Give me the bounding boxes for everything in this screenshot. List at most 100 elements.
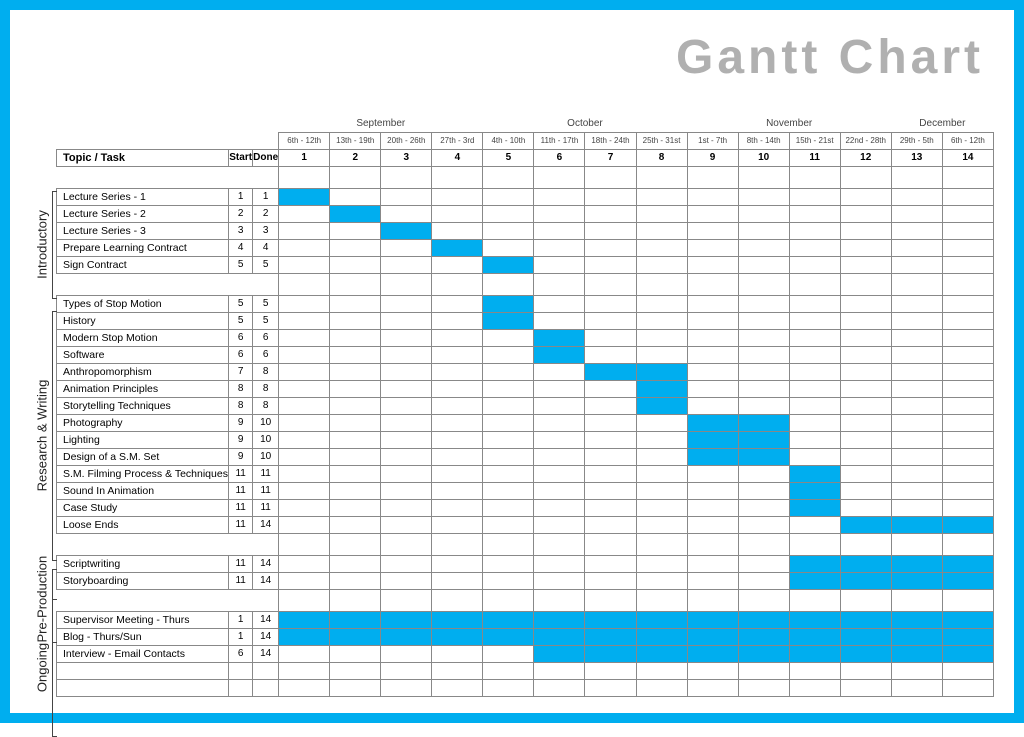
gantt-cell: [942, 312, 993, 329]
task-name: Lecture Series - 1: [57, 188, 229, 205]
empty-cell: [789, 662, 840, 679]
task-row: S.M. Filming Process & Techniques1111: [57, 465, 994, 482]
gantt-cell: [381, 499, 432, 516]
spacer-cell: [585, 273, 636, 295]
gantt-cell: [534, 448, 585, 465]
gantt-cell: [789, 397, 840, 414]
gantt-cell: [942, 188, 993, 205]
spacer-cell: [789, 589, 840, 611]
gantt-cell: [942, 431, 993, 448]
spacer-cell: [891, 166, 942, 188]
gantt-cell: [942, 611, 993, 628]
gantt-cell: [687, 239, 738, 256]
gantt-cell: [279, 414, 330, 431]
empty-cell: [789, 679, 840, 696]
gantt-cell: [687, 431, 738, 448]
gantt-cell: [789, 363, 840, 380]
gantt-cell: [738, 414, 789, 431]
gantt-cell: [432, 448, 483, 465]
gantt-cell: [432, 188, 483, 205]
gantt-cell: [891, 205, 942, 222]
task-name: Lecture Series - 3: [57, 222, 229, 239]
task-done: 1: [253, 188, 279, 205]
gantt-cell: [789, 431, 840, 448]
gantt-cell: [687, 397, 738, 414]
gantt-cell: [585, 555, 636, 572]
gantt-cell: [687, 256, 738, 273]
gantt-cell: [891, 482, 942, 499]
section-label: Introductory: [35, 191, 50, 299]
gantt-cell: [432, 222, 483, 239]
task-start: 11: [229, 572, 253, 589]
gantt-cell: [330, 611, 381, 628]
gantt-cell: [330, 312, 381, 329]
month-header: November: [687, 115, 891, 132]
gantt-cell: [381, 188, 432, 205]
task-start: 5: [229, 256, 253, 273]
gantt-cell: [840, 482, 891, 499]
empty-cell: [942, 679, 993, 696]
gantt-cell: [636, 431, 687, 448]
gantt-cell: [483, 222, 534, 239]
task-row: Loose Ends1114: [57, 516, 994, 533]
gantt-cell: [534, 295, 585, 312]
gantt-cell: [840, 222, 891, 239]
gantt-cell: [279, 448, 330, 465]
gantt-cell: [330, 431, 381, 448]
gantt-cell: [891, 499, 942, 516]
week-number-header: 5: [483, 149, 534, 166]
task-done: 14: [253, 611, 279, 628]
gantt-cell: [381, 239, 432, 256]
task-row: Lecture Series - 222: [57, 205, 994, 222]
gantt-cell: [534, 431, 585, 448]
gantt-cell: [891, 555, 942, 572]
gantt-cell: [330, 482, 381, 499]
gantt-cell: [330, 363, 381, 380]
gantt-cell: [483, 397, 534, 414]
gantt-cell: [381, 448, 432, 465]
gantt-cell: [738, 645, 789, 662]
spacer-cell: [687, 589, 738, 611]
gantt-cell: [687, 645, 738, 662]
gantt-cell: [789, 645, 840, 662]
week-number-header: 4: [432, 149, 483, 166]
week-number-header: 7: [585, 149, 636, 166]
task-row: Storyboarding1114: [57, 572, 994, 589]
gantt-cell: [891, 256, 942, 273]
gantt-cell: [738, 465, 789, 482]
empty-cell: [381, 679, 432, 696]
gantt-cell: [330, 448, 381, 465]
gantt-cell: [942, 346, 993, 363]
gantt-cell: [432, 611, 483, 628]
gantt-cell: [840, 239, 891, 256]
task-row: Scriptwriting1114: [57, 555, 994, 572]
gantt-cell: [840, 431, 891, 448]
task-done: 10: [253, 431, 279, 448]
task-row: Design of a S.M. Set910: [57, 448, 994, 465]
task-done: 5: [253, 312, 279, 329]
gantt-cell: [483, 239, 534, 256]
gantt-cell: [534, 397, 585, 414]
gantt-cell: [942, 572, 993, 589]
spacer-cell: [942, 589, 993, 611]
gantt-cell: [330, 380, 381, 397]
task-name: Storytelling Techniques: [57, 397, 229, 414]
task-start: 1: [229, 188, 253, 205]
gantt-cell: [585, 499, 636, 516]
gantt-cell: [891, 516, 942, 533]
gantt-cell: [891, 448, 942, 465]
start-header: Start: [229, 149, 253, 166]
gantt-cell: [585, 431, 636, 448]
task-row: Anthropomorphism78: [57, 363, 994, 380]
task-row: Animation Principles88: [57, 380, 994, 397]
gantt-cell: [279, 205, 330, 222]
gantt-cell: [381, 256, 432, 273]
task-row: Sign Contract55: [57, 256, 994, 273]
gantt-cell: [942, 256, 993, 273]
gantt-cell: [381, 645, 432, 662]
gantt-cell: [789, 329, 840, 346]
spacer-cell: [687, 166, 738, 188]
gantt-cell: [738, 499, 789, 516]
spacer-cell: [483, 166, 534, 188]
week-number-header: 12: [840, 149, 891, 166]
